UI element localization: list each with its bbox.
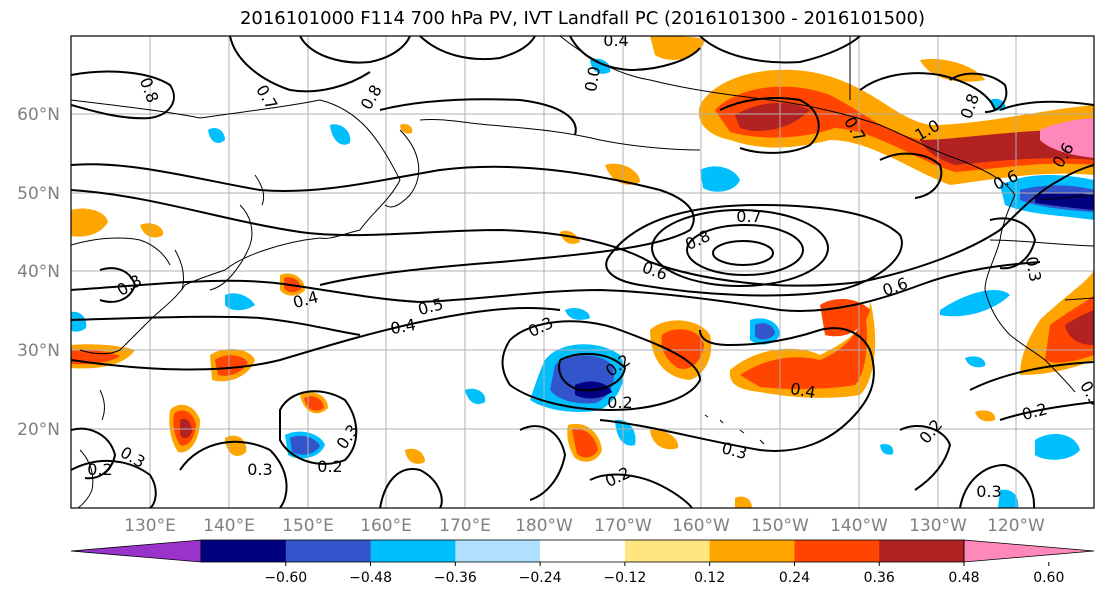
lat-label: 50°N xyxy=(17,184,60,204)
contour-label: 0.4 xyxy=(603,31,628,50)
lon-label: 170°W xyxy=(594,516,652,536)
colorbar-tick-label: 0.36 xyxy=(864,570,895,586)
colorbar-tick-label: 0.12 xyxy=(694,570,725,586)
colorbar-tick-label: 0.60 xyxy=(1033,570,1064,586)
lon-label: 170°E xyxy=(439,516,491,536)
colorbar-tick-label: 0.48 xyxy=(948,570,979,586)
lat-label: 60°N xyxy=(17,105,60,125)
colorbar-outline xyxy=(200,539,965,563)
map-frame xyxy=(70,35,1095,509)
contour-label: 0.2 xyxy=(607,393,632,412)
contour-label: 0.3 xyxy=(247,460,272,479)
lon-label: 180°W xyxy=(515,516,573,536)
colorbar-tick-label: −0.12 xyxy=(603,570,646,586)
lat-label: 20°N xyxy=(17,420,60,440)
lon-label: 140°W xyxy=(830,516,888,536)
contour-label: 0.4 xyxy=(789,379,817,402)
colorbar-segment xyxy=(455,540,541,562)
lon-label: 160°E xyxy=(360,516,412,536)
colorbar-tick-label: 0.24 xyxy=(779,570,810,586)
contour-label: 0.2 xyxy=(317,457,342,476)
colorbar-tick-label: −0.24 xyxy=(519,570,562,586)
lat-label: 30°N xyxy=(17,341,60,361)
map-title: 2016101000 F114 700 hPa PV, IVT Landfall… xyxy=(239,8,926,29)
colorbar: −0.60 −0.48 −0.36 −0.24 −0.12 0.12 0.24 0.36 0.4… xyxy=(70,539,1095,586)
lon-label: 130°E xyxy=(124,516,176,536)
contour-label: 0.7 xyxy=(736,207,761,226)
lon-label: 160°W xyxy=(672,516,730,536)
lon-label: 150°W xyxy=(751,516,809,536)
lon-label: 140°E xyxy=(203,516,255,536)
contour-label: 0.0 xyxy=(581,65,604,93)
colorbar-tick-label: −0.48 xyxy=(349,570,392,586)
colorbar-segment xyxy=(70,539,202,563)
contour-label: 0.3 xyxy=(976,482,1001,501)
contour-label: 0.3 xyxy=(1022,255,1045,283)
latitude-labels: 60°N 50°N 40°N 30°N 20°N xyxy=(17,105,60,440)
lat-label: 40°N xyxy=(17,262,60,282)
contour-label: 0.4 xyxy=(389,315,417,338)
colorbar-segment xyxy=(370,540,456,562)
colorbar-segment xyxy=(201,540,287,562)
pv-contours xyxy=(71,36,1094,508)
contour-label: 0.2 xyxy=(87,460,112,479)
colorbar-segment xyxy=(879,540,965,562)
colorbar-segment xyxy=(709,540,795,562)
lon-label: 150°E xyxy=(282,516,334,536)
colorbar-segment xyxy=(963,539,1095,563)
colorbar-segment xyxy=(540,540,626,562)
lon-label: 130°W xyxy=(909,516,967,536)
lon-label: 120°W xyxy=(987,516,1045,536)
colorbar-segment xyxy=(794,540,880,562)
colorbar-segment xyxy=(285,540,372,562)
longitude-labels: 130°E 140°E 150°E 160°E 170°E 180°W 170°… xyxy=(124,516,1045,536)
colorbar-tick-label: −0.36 xyxy=(434,570,477,586)
graticule xyxy=(71,36,1094,508)
colorbar-segment xyxy=(624,540,711,562)
colorbar-tick-label: −0.60 xyxy=(264,570,307,586)
